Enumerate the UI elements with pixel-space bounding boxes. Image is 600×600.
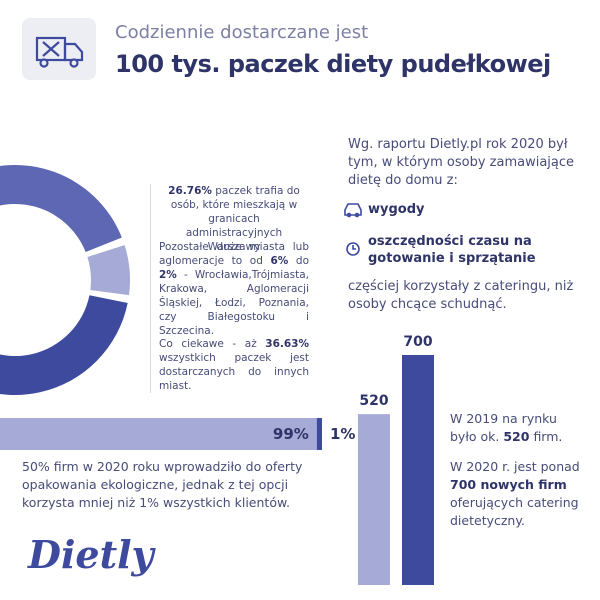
clock-icon [346,242,360,256]
column-label: 520 [359,393,388,409]
market-note: W 2019 na rynku było ok. 520 firm. [450,410,585,446]
donut-segment [0,165,122,252]
car-icon [344,203,362,218]
survey-conclusion: częściej korzystały z cateringu, niż oso… [348,279,574,312]
column [358,414,390,585]
donut-note: 26.76% paczek trafia do osób, które mies… [150,184,309,254]
note-text: W 2020 r. jest ponad [450,459,580,474]
note-value: 2% [159,269,177,281]
note-text: do [295,255,309,267]
note-text: Co ciekawe - aż [159,338,257,350]
note-value: 6% [270,255,289,267]
note-value: 700 nowych firm [450,477,567,492]
note-text: Pozostałe duże miasta lub aglomeracje to… [159,241,309,267]
donut-note: Pozostałe duże miasta lub aglomeracje to… [150,240,309,338]
column-label: 700 [403,334,432,350]
note-text: oferujących catering dietetyczny. [450,495,579,528]
note-text: wszystkich paczek jest dostarczanych do … [159,352,309,392]
logo: Dietly [28,532,154,577]
truck-icon [22,18,96,80]
subtitle: Codziennie dostarczane jest [115,22,369,43]
note-text: - Wrocławia,Trójmiasta, Krakowa, Aglomer… [159,269,309,337]
note-text: firm. [533,429,563,444]
reason: oszczędności czasu na gotowanie i sprząt… [368,234,536,266]
bar-segment [316,418,322,450]
donut-note: Co ciekawe - aż 36.63% wszystkich paczek… [150,337,309,393]
eco-note: 50% firm w 2020 roku wprowadziło do ofer… [22,459,303,510]
donut-segment [87,245,130,296]
note-value: 26.76% [168,185,212,197]
note-value: 36.63% [265,338,309,350]
note-text: W 2019 na rynku było ok. [450,411,557,444]
bar-segment [0,418,317,450]
donut-segment [0,295,128,395]
reason: wygody [368,202,425,217]
note-value: 520 [503,429,530,444]
market-note: W 2020 r. jest ponad 700 nowych firm ofe… [450,458,590,530]
bar-label: 1% [330,425,355,443]
title: 100 tys. paczek diety pudełkowej [115,50,551,78]
survey-intro: Wg. raportu Dietly.pl rok 2020 był tym, … [348,137,575,188]
bar-label: 99% [273,425,309,443]
note-text: paczek trafia do osób, które mieszkają w… [170,185,300,253]
column [402,355,434,585]
